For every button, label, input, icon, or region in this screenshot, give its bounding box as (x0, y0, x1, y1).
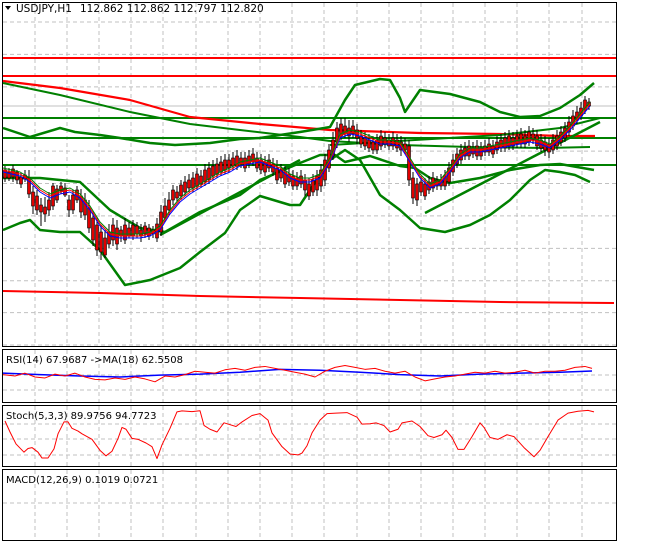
panel-frames (2, 2, 617, 541)
stoch-panel (4, 409, 595, 460)
symbol-label: USDJPY,H1 (16, 3, 72, 15)
price-panel (2, 57, 616, 304)
ohlc-values: 112.862 112.862 112.797 112.820 (80, 3, 264, 15)
collapse-triangle-icon[interactable] (5, 6, 11, 10)
rsi-panel (2, 364, 593, 383)
macd-label: MACD(12,26,9) 0.1019 0.0721 (6, 475, 158, 486)
stoch-label: Stoch(5,3,3) 89.9756 94.7723 (6, 411, 157, 422)
chart-header: USDJPY,H1 112.862 112.862 112.797 112.82… (5, 3, 264, 15)
rsi-label: RSI(14) 67.9687 ->MA(18) 62.5508 (6, 355, 183, 366)
